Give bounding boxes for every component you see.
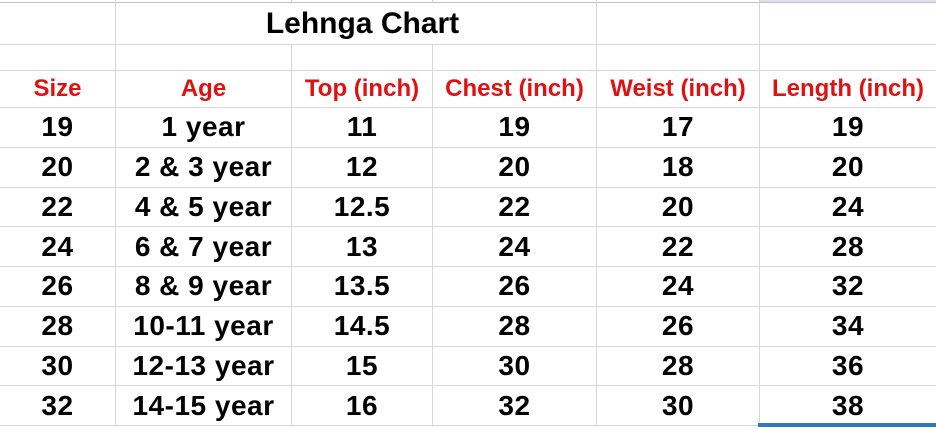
table-cell[interactable]: 28 <box>760 227 936 267</box>
title-row-cell[interactable] <box>433 3 597 45</box>
table-cell[interactable]: 11 <box>292 108 433 148</box>
table-cell[interactable]: 22 <box>597 227 760 267</box>
spacer-cell[interactable] <box>116 45 292 71</box>
table-cell[interactable]: 14-15 year <box>116 386 292 426</box>
table-cell[interactable]: 13.5 <box>292 267 433 307</box>
column-header-top[interactable]: Top (inch) <box>292 71 433 108</box>
top-strip-cell <box>292 0 433 3</box>
spacer-cell[interactable] <box>433 45 597 71</box>
table-cell[interactable]: 20 <box>0 147 116 188</box>
table-cell[interactable]: 24 <box>597 267 760 307</box>
table-cell[interactable]: 19 <box>433 108 597 148</box>
table-cell[interactable]: 12-13 year <box>116 346 292 387</box>
table-cell[interactable]: 28 <box>433 306 597 347</box>
table-cell[interactable]: 24 <box>0 227 116 267</box>
title-cell[interactable]: Lehnga Chart <box>266 3 459 45</box>
spacer-cell[interactable] <box>597 45 760 71</box>
column-header-length[interactable]: Length (inch) <box>760 71 936 108</box>
table-cell[interactable]: 16 <box>292 386 433 426</box>
table-cell[interactable]: 18 <box>597 147 760 188</box>
table-cell[interactable]: 22 <box>433 187 597 228</box>
table-cell[interactable]: 8 & 9 year <box>116 267 292 307</box>
table-cell[interactable]: 20 <box>760 147 936 188</box>
selection-underline-bar <box>758 423 936 427</box>
table-cell[interactable]: 20 <box>597 187 760 228</box>
table-cell[interactable]: 30 <box>597 386 760 426</box>
table-cell[interactable]: 38 <box>760 386 936 426</box>
title-row-cell[interactable] <box>116 3 292 45</box>
chart-title: Lehnga Chart <box>265 6 460 40</box>
table-cell[interactable]: 19 <box>760 108 936 148</box>
column-header-chest[interactable]: Chest (inch) <box>433 71 597 108</box>
table-cell[interactable]: 32 <box>0 386 116 426</box>
table-cell[interactable]: 17 <box>597 108 760 148</box>
spacer-cell[interactable] <box>0 45 116 71</box>
table-cell[interactable]: 26 <box>597 306 760 347</box>
column-header-weist[interactable]: Weist (inch) <box>597 71 760 108</box>
table-cell[interactable]: 19 <box>0 108 116 148</box>
title-row-cell[interactable] <box>0 3 116 45</box>
table-cell[interactable]: 15 <box>292 346 433 387</box>
table-cell[interactable]: 6 & 7 year <box>116 227 292 267</box>
table-cell[interactable]: 30 <box>0 346 116 387</box>
table-cell[interactable]: 2 & 3 year <box>116 147 292 188</box>
table-cell[interactable]: 28 <box>0 306 116 347</box>
title-row-cell[interactable] <box>760 3 936 45</box>
table-cell[interactable]: 12 <box>292 147 433 188</box>
table-cell[interactable]: 30 <box>433 346 597 387</box>
table-cell[interactable]: 1 year <box>116 108 292 148</box>
table-cell[interactable]: 32 <box>433 386 597 426</box>
top-strip-cell <box>597 0 760 3</box>
table-cell[interactable]: 22 <box>0 187 116 228</box>
spacer-cell[interactable] <box>760 45 936 71</box>
top-strip-cell <box>116 0 292 3</box>
table-cell[interactable]: 24 <box>760 187 936 228</box>
top-strip-highlight-cell <box>760 0 936 3</box>
table-cell[interactable]: 14.5 <box>292 306 433 347</box>
table-cell[interactable]: 26 <box>433 267 597 307</box>
spacer-cell[interactable] <box>292 45 433 71</box>
top-strip-cell <box>0 0 116 3</box>
table-cell[interactable]: 26 <box>0 267 116 307</box>
table-cell[interactable]: 4 & 5 year <box>116 187 292 228</box>
table-cell[interactable]: 36 <box>760 346 936 387</box>
table-cell[interactable]: 13 <box>292 227 433 267</box>
table-cell[interactable]: 12.5 <box>292 187 433 228</box>
table-cell[interactable]: 20 <box>433 147 597 188</box>
table-cell[interactable]: 34 <box>760 306 936 347</box>
table-cell[interactable]: 24 <box>433 227 597 267</box>
table-cell[interactable]: 28 <box>597 346 760 387</box>
table-cell[interactable]: 32 <box>760 267 936 307</box>
column-header-age[interactable]: Age <box>116 71 292 108</box>
top-strip-cell <box>433 0 597 3</box>
column-header-size[interactable]: Size <box>0 71 116 108</box>
table-cell[interactable]: 10-11 year <box>116 306 292 347</box>
title-row-cell[interactable] <box>597 3 760 45</box>
